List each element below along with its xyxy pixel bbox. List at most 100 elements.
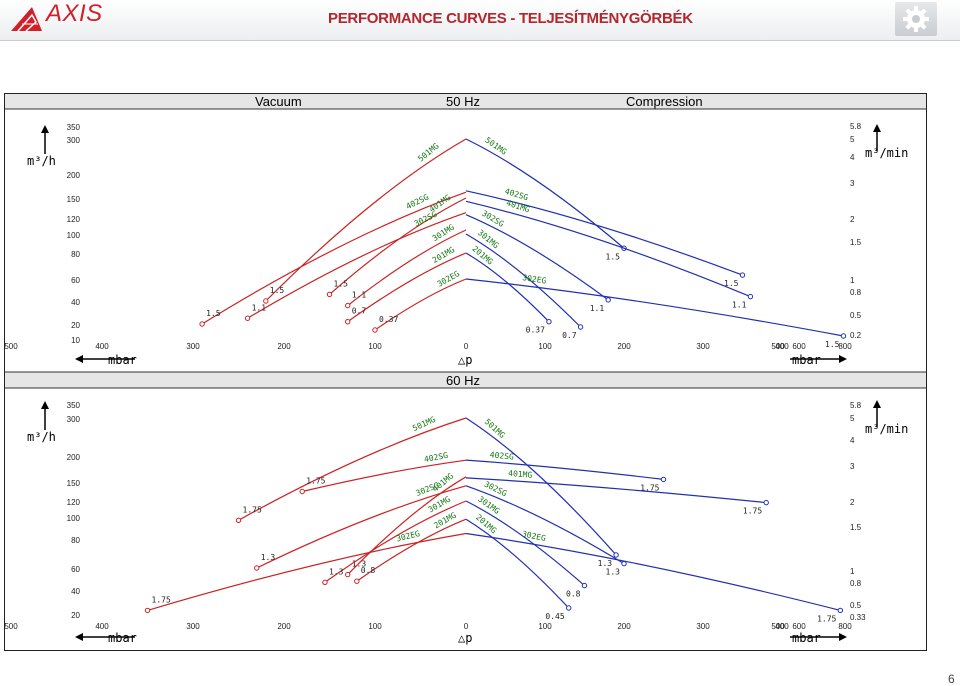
curve-vacuum-302EG: [374, 278, 467, 331]
curve-label-501MG: 501MG: [411, 415, 437, 433]
curve-end-point: [739, 272, 746, 278]
x-tick: 100: [538, 622, 552, 631]
curve-label-501MG: 501MG: [483, 136, 508, 157]
x-tick: 200: [277, 622, 291, 631]
curve-end-label: 0.8: [566, 590, 581, 599]
curve-end-point: [326, 291, 333, 298]
curve-label-302SG: 302SG: [415, 481, 441, 498]
curve-label-302EG: 302EG: [522, 273, 547, 286]
y-tick-right: 5: [850, 414, 855, 423]
arrow-head: [839, 355, 847, 363]
curve-end-label: 1.5: [724, 279, 739, 288]
curve-compression-501MG: [465, 417, 617, 556]
curve-end-point: [254, 565, 260, 571]
curve-end-label: 1.5: [825, 340, 840, 349]
brand-name: AXIS: [46, 0, 103, 27]
curve-end-point: [299, 488, 305, 495]
y-tick-left: 60: [71, 565, 80, 574]
curve-label-302SG: 302SG: [413, 210, 439, 229]
curve-label-401MG: 401MG: [508, 469, 533, 480]
curve-vacuum-301MG: [347, 229, 467, 307]
arrow-head: [41, 125, 49, 133]
curve-end-point: [605, 297, 611, 303]
curve-compression-201MG: [465, 518, 570, 609]
curve-compression-501MG: [465, 138, 625, 249]
curve-label-402SG: 402SG: [423, 451, 449, 464]
x-tick: 300: [696, 622, 710, 631]
y-tick-left: 80: [71, 250, 80, 259]
flow-unit-left: m³/h: [27, 154, 56, 168]
x-tick: 400: [95, 342, 109, 351]
curve-end-label: 1.75: [640, 483, 659, 492]
pressure-unit-right: mbar: [792, 353, 821, 367]
y-tick-left: 150: [67, 479, 81, 488]
y-tick-right: 5: [850, 135, 855, 144]
x-tick: 500: [5, 342, 18, 351]
curve-vacuum-201MG: [347, 252, 467, 323]
y-tick-right: 4: [850, 153, 855, 162]
curve-compression-401MG: [465, 200, 751, 298]
curve-compression-301MG: [465, 500, 585, 587]
x-tick: 200: [617, 342, 631, 351]
curve-end-label: 1.1: [352, 291, 367, 300]
page-header: AXIS PERFORMANCE CURVES - TELJESÍTMÉNYGÖ…: [0, 0, 960, 41]
curve-compression-301MG: [465, 233, 581, 328]
curve-end-point: [660, 476, 667, 483]
curve-label-201MG: 201MG: [432, 511, 458, 531]
curve-end-point: [345, 571, 351, 578]
curve-label-501MG: 501MG: [416, 141, 441, 163]
settings-button[interactable]: [895, 2, 937, 36]
curve-label-301MG: 301MG: [431, 223, 456, 244]
curve-compression-401MG: [465, 477, 767, 504]
flow-unit-left: m³/h: [27, 430, 56, 444]
curve-end-label: 1.75: [152, 595, 171, 604]
x-tick: 100: [368, 342, 382, 351]
y-tick-left: 120: [67, 498, 81, 507]
y-tick-right: 3: [850, 462, 855, 471]
x-tick: 800: [838, 622, 852, 631]
y-tick-left: 20: [71, 321, 80, 330]
axis-logo-icon: [11, 7, 42, 32]
curve-end-point: [372, 327, 378, 333]
pressure-delta-label: △p: [458, 631, 472, 645]
curve-end-label: 0.7: [562, 331, 577, 340]
x-tick: 300: [696, 342, 710, 351]
curve-end-point: [613, 552, 619, 558]
x-tick: 800: [838, 342, 852, 351]
curve-compression-302EG: [465, 278, 844, 337]
y-tick-right: 1.5: [850, 238, 862, 247]
curve-end-label: 1.3: [606, 568, 621, 577]
curve-label-301MG: 301MG: [427, 495, 453, 515]
curve-end-label: 1.75: [817, 614, 836, 623]
curve-label-302EG: 302EG: [521, 529, 547, 543]
y-tick-left: 350: [67, 123, 81, 132]
curve-end-label: 0.45: [545, 612, 564, 621]
x-tick: 200: [617, 622, 631, 631]
y-tick-left: 200: [67, 453, 81, 462]
pressure-unit-left: mbar: [108, 353, 137, 367]
arrow-head: [75, 633, 83, 641]
curve-compression-302SG: [465, 485, 625, 565]
band-50hz: [5, 94, 926, 109]
curve-end-point: [354, 578, 360, 584]
curve-label-501MG: 501MG: [483, 417, 507, 440]
y-tick-right: 4: [850, 436, 855, 445]
y-tick-left: 10: [71, 336, 80, 345]
curve-end-point: [763, 499, 769, 506]
y-tick-right: 1: [850, 276, 855, 285]
x-tick: 600: [792, 622, 806, 631]
arrow-head: [839, 633, 847, 641]
curve-label-201MG: 201MG: [431, 245, 457, 265]
y-tick-right: 0.5: [850, 601, 862, 610]
y-tick-left: 40: [71, 587, 80, 596]
y-tick-left: 350: [67, 401, 81, 410]
band-label-60hz: 60 Hz: [446, 373, 480, 388]
curve-vacuum-402SG: [201, 191, 467, 325]
curve-end-point: [263, 298, 269, 304]
curve-compression-402SG: [465, 459, 664, 480]
curve-end-point: [244, 315, 251, 321]
curve-compression-302SG: [465, 214, 609, 301]
curve-end-point: [621, 560, 627, 567]
x-tick: 600: [792, 342, 806, 351]
